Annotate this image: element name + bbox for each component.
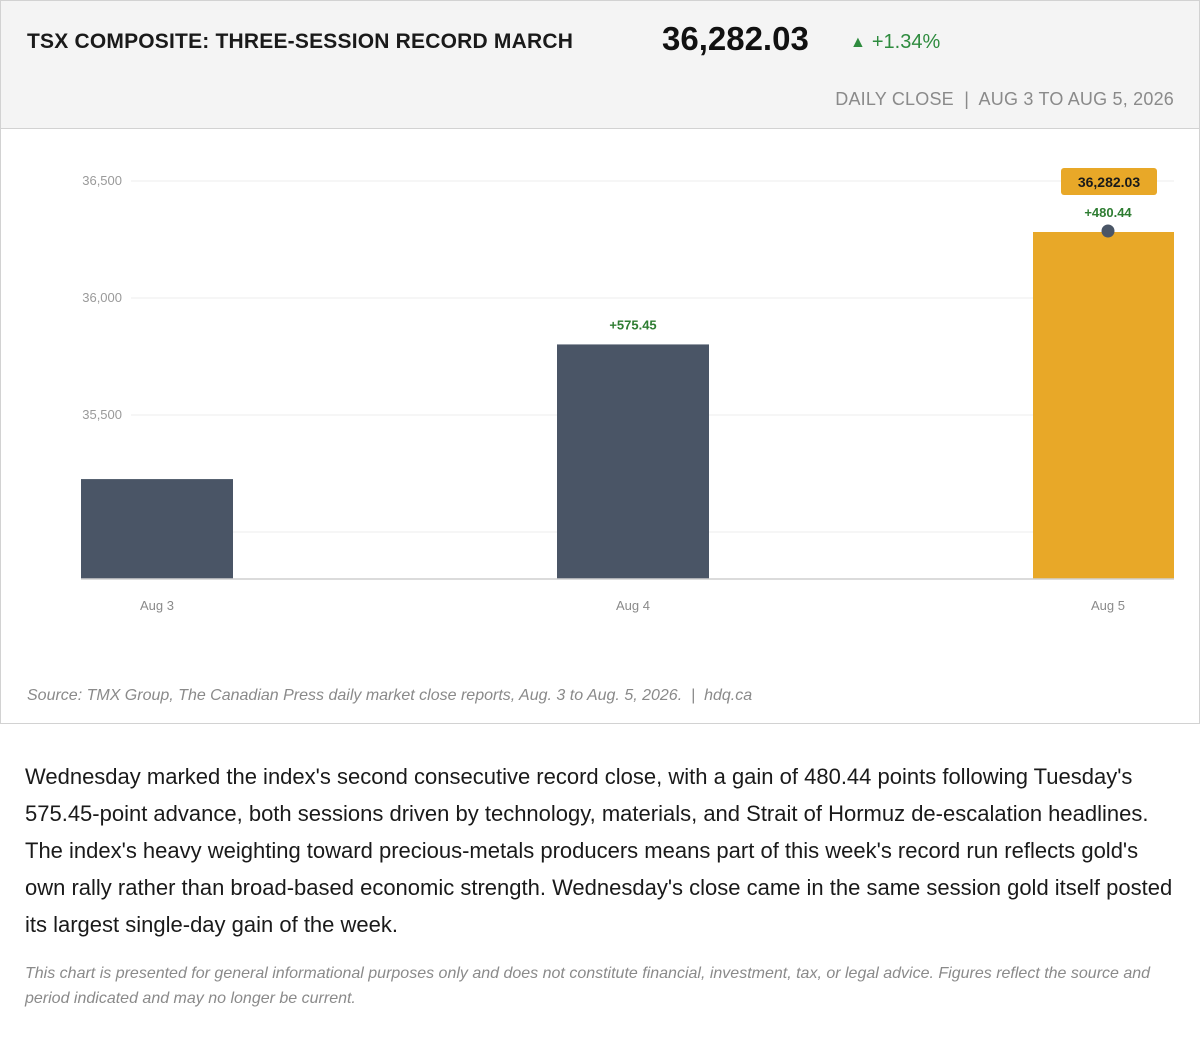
y-tick-label: 36,000 <box>82 290 122 305</box>
x-tick-label: Aug 3 <box>140 598 174 613</box>
percent-change-value: +1.34% <box>871 31 941 53</box>
chart-source: Source: TMX Group, The Canadian Press da… <box>27 687 753 704</box>
percent-change: ▲ +1.34% <box>850 31 940 54</box>
bar-aug-3 <box>81 479 233 579</box>
article-paragraph: Wednesday marked the index's second cons… <box>25 764 1173 937</box>
x-tick-label: Aug 5 <box>1091 598 1125 613</box>
y-tick-label: 36,500 <box>82 173 122 188</box>
chart-subtitle: DAILY CLOSE | AUG 3 TO AUG 5, 2026 <box>835 89 1174 109</box>
bar-aug-4 <box>557 344 709 579</box>
bar-aug-5 <box>1033 232 1174 579</box>
record-marker <box>1101 224 1115 238</box>
disclaimer-text: This chart is presented for general info… <box>25 965 1151 1007</box>
bar-change-label: +575.45 <box>609 317 656 332</box>
y-tick-label: 35,500 <box>82 407 122 422</box>
bar-change-label: +480.44 <box>1084 205 1132 220</box>
chart-title: TSX COMPOSITE: THREE-SESSION RECORD MARC… <box>27 30 574 53</box>
record-value-label: 36,282.03 <box>1078 174 1140 190</box>
chart-header: TSX COMPOSITE: THREE-SESSION RECORD MARC… <box>1 1 1199 129</box>
current-index-value: 36,282.03 <box>662 20 809 57</box>
up-arrow-icon: ▲ <box>850 34 866 51</box>
x-tick-label: Aug 4 <box>616 598 650 613</box>
record-value-badge <box>1061 168 1157 196</box>
chart-card: TSX COMPOSITE: THREE-SESSION RECORD MARC… <box>0 0 1200 724</box>
